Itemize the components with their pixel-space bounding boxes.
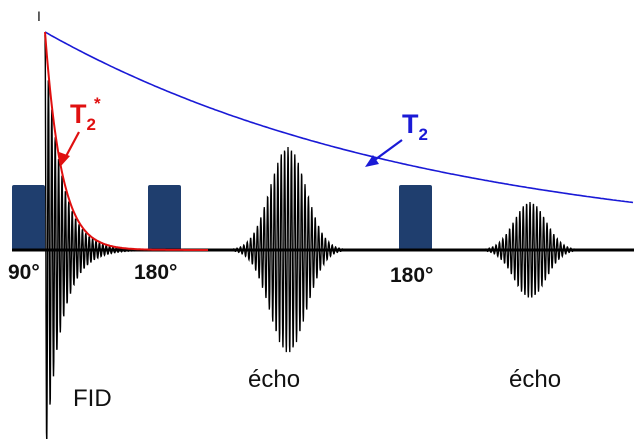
pulse-180-label-second: 180° <box>390 264 433 287</box>
t2-arrow <box>371 139 403 163</box>
pulse-180-block-second <box>399 185 432 250</box>
pulse-90-label: 90° <box>8 261 40 284</box>
t2-star-decay-curve <box>44 31 208 251</box>
t2-arrowhead <box>365 155 379 167</box>
svg-text:T2*: T2* <box>70 94 101 134</box>
t2-decay-curve <box>44 31 634 204</box>
pulse-90-block <box>12 185 45 250</box>
axis-top-mark: I <box>37 8 41 24</box>
t2-label: T2 <box>402 109 428 144</box>
pulse-180-block-first <box>148 185 181 250</box>
t2-star-label: T2* <box>70 94 101 134</box>
svg-text:T2: T2 <box>402 109 428 144</box>
echo-label-second: écho <box>509 366 561 393</box>
fid-label: FID <box>73 385 112 412</box>
echo-signal-waveform-first <box>220 146 356 353</box>
pulse-180-label-first: 180° <box>134 261 177 284</box>
t2-star-arrowhead <box>59 152 70 166</box>
echo-label-first: écho <box>248 366 300 393</box>
